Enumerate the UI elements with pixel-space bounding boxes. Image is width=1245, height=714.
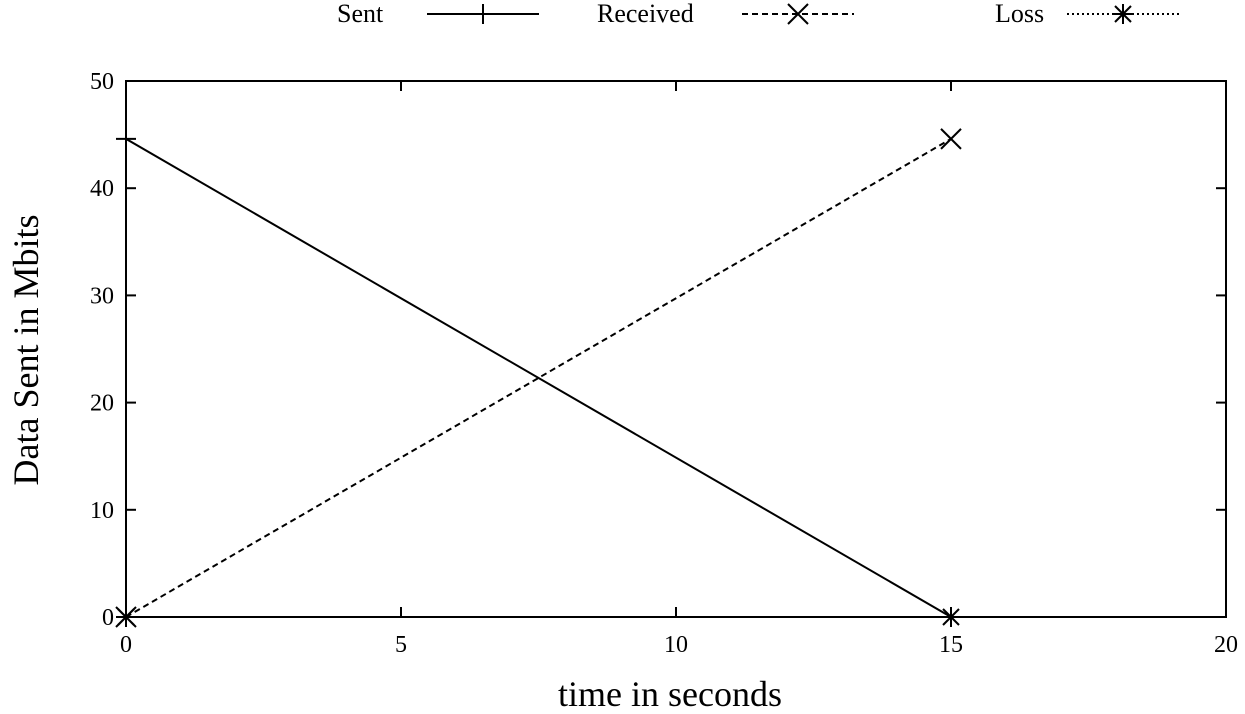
x-tick-label: 20: [1214, 632, 1238, 658]
x-axis-title: time in seconds: [558, 674, 782, 714]
legend: Sent Received Loss: [337, 0, 1179, 28]
y-tick-label: 50: [90, 69, 114, 95]
x-tick-label: 5: [395, 632, 407, 658]
x-tick-label: 15: [939, 632, 963, 658]
legend-label-received: Received: [597, 0, 694, 28]
x-tick-label: 0: [120, 632, 132, 658]
data-point-received: [940, 128, 962, 150]
series-line-sent: [125, 138, 952, 618]
legend-marker-loss: [1113, 4, 1133, 24]
plot-frame: [125, 80, 1227, 618]
series-layer: [115, 128, 962, 628]
y-tick-label: 0: [102, 605, 114, 631]
data-point-loss: [941, 607, 961, 627]
legend-label-loss: Loss: [995, 0, 1044, 28]
data-point-sent: [116, 128, 136, 149]
data-point-loss: [116, 607, 136, 627]
y-tick-label: 20: [90, 391, 114, 417]
axes: 0 5 10 15 20 0 10 20 30 40 50: [90, 69, 1238, 658]
series-line-received: [125, 138, 952, 618]
legend-marker-received: [787, 3, 809, 25]
y-tick-label: 10: [90, 498, 114, 524]
y-tick-label: 40: [90, 176, 114, 202]
legend-label-sent: Sent: [337, 0, 384, 28]
x-tick-label: 10: [664, 632, 688, 658]
y-tick-label: 30: [90, 283, 114, 309]
y-axis-title: Data Sent in Mbits: [6, 215, 46, 486]
legend-marker-sent: [473, 4, 493, 24]
